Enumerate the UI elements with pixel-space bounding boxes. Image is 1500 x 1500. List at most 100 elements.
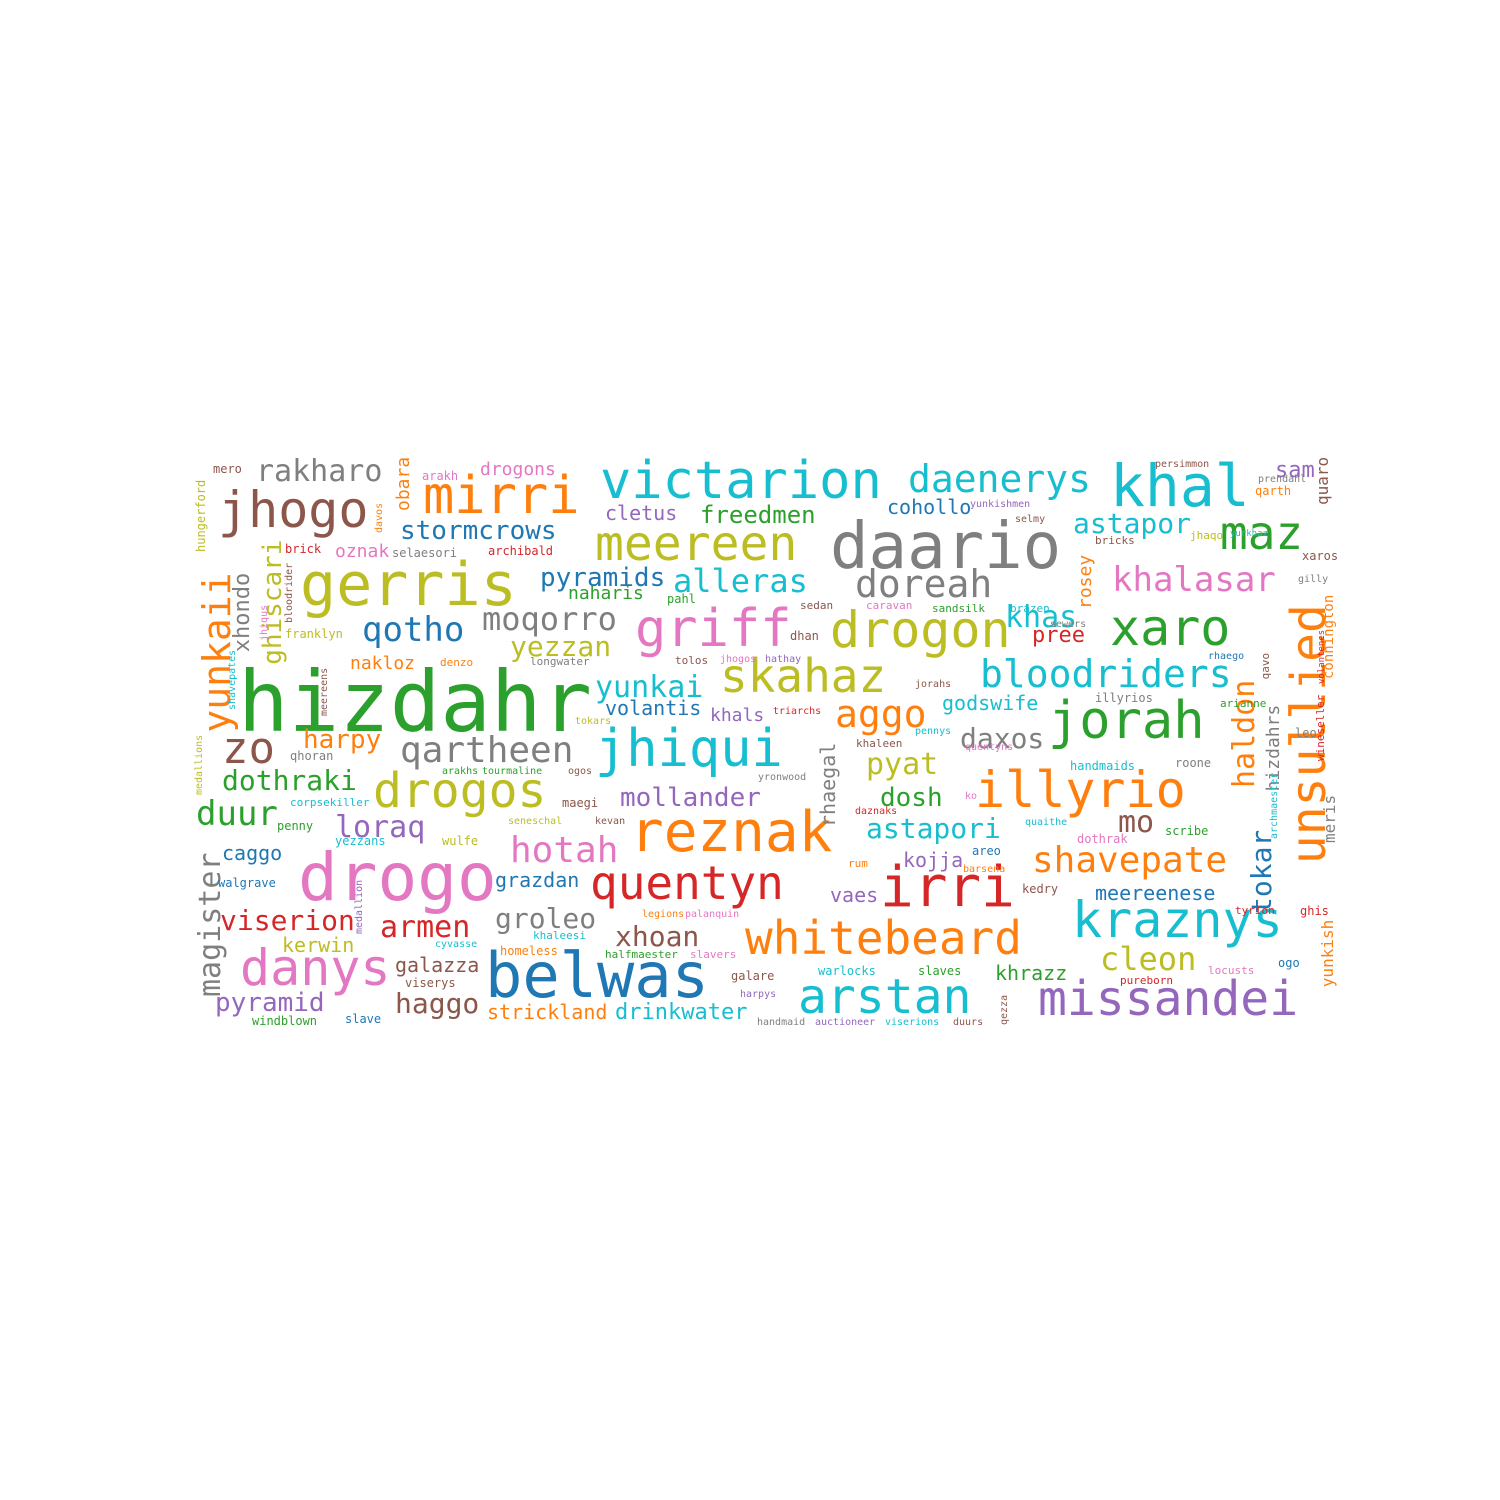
word-groleo: groleo <box>495 902 597 935</box>
word-viserion: viserion <box>220 904 355 937</box>
word-medallion: medallion <box>354 879 365 934</box>
word-handmaids: handmaids <box>1070 759 1136 773</box>
word-arakh: arakh <box>422 469 459 483</box>
word-cloud: hizdahr daario drogo belwas gerris victarion m… <box>190 455 1340 1035</box>
word-medallions: medallions <box>194 734 205 795</box>
word-auctioneer: auctioneer <box>815 1017 876 1028</box>
word-qhoran: qhoran <box>290 749 334 763</box>
word-persimmon: persimmon <box>1155 459 1210 470</box>
word-kojja: kojja <box>903 848 964 872</box>
word-selmy: selmy <box>1015 514 1046 525</box>
word-shavepate: shavepate <box>1032 840 1228 881</box>
word-dothraki: dothraki <box>222 764 357 797</box>
word-prendahl: prendahl <box>1258 474 1307 485</box>
word-cohollo: cohollo <box>887 495 972 519</box>
word-scribe: scribe <box>1165 824 1209 838</box>
word-homeless: homeless <box>500 944 558 958</box>
word-pyramid: pyramid <box>215 988 325 1018</box>
word-mollander: mollander <box>620 783 761 813</box>
word-handmaid: handmaid <box>757 1017 806 1028</box>
word-cyvasse: cyvasse <box>435 939 478 950</box>
word-ko: ko <box>965 791 978 802</box>
word-seneschal: seneschal <box>508 816 563 827</box>
word-alleras: alleras <box>673 562 808 600</box>
word-whitebeard: whitebeard <box>745 911 1022 965</box>
word-drogons: drogons <box>480 459 556 480</box>
word-franklyn: franklyn <box>285 627 343 641</box>
word-duurs: duurs <box>953 1017 984 1028</box>
word-khaleesi: khaleesi <box>533 929 586 942</box>
word-yunkai: yunkai <box>595 670 704 705</box>
word-harpys: harpys <box>740 989 777 1000</box>
word-yurkhaz: yurkhaz <box>1230 529 1268 539</box>
word-corpsekiller: corpsekiller <box>290 796 370 809</box>
word-archibald: archibald <box>488 544 554 558</box>
word-archmaester: archmaester <box>1269 772 1280 839</box>
word-jhiqui: jhiqui <box>595 719 783 779</box>
word-qartheen: qartheen <box>400 730 574 771</box>
word-kerwin: kerwin <box>282 933 355 957</box>
word-duur: duur <box>196 794 278 834</box>
word-godswife: godswife <box>942 691 1039 715</box>
word-sandsilk: sandsilk <box>932 602 985 615</box>
word-ghiscari: ghiscari <box>258 539 288 665</box>
word-volantenes: volantenes <box>1317 629 1327 684</box>
word-quentyn: quentyn <box>590 856 784 910</box>
word-slave: slave <box>345 1012 382 1026</box>
word-strickland: strickland <box>487 1000 608 1024</box>
word-viserys: viserys <box>405 976 456 990</box>
word-viserions: viserions <box>885 1017 940 1028</box>
word-quentyns: quentyns <box>965 742 1014 753</box>
word-grazdan: grazdan <box>495 868 580 892</box>
word-volantis: volantis <box>605 696 702 720</box>
word-qarth: qarth <box>1255 484 1292 498</box>
word-drogos: drogos <box>373 763 547 819</box>
word-meereenese: meereenese <box>1095 881 1216 905</box>
word-windblown: windblown <box>252 1014 318 1028</box>
word-skahaz: skahaz <box>720 649 887 703</box>
word-haggo: haggo <box>395 987 480 1020</box>
word-doreah: doreah <box>855 562 993 606</box>
word-pyramids: pyramids <box>540 563 666 593</box>
word-illyrios: illyrios <box>1095 691 1153 705</box>
word-tyrion: tyrion <box>1235 904 1275 917</box>
word-locusts: locusts <box>1208 964 1255 977</box>
word-irri: irri <box>880 855 1015 920</box>
word-reznak: reznak <box>630 800 833 865</box>
word-stormcrows: stormcrows <box>400 516 557 546</box>
word-arianne: arianne <box>1220 697 1267 710</box>
word-meereen: meereen <box>595 516 798 572</box>
word-xaro: xaro <box>1110 599 1231 657</box>
word-jorahs: jorahs <box>915 679 952 690</box>
word-qotho: qotho <box>362 610 465 650</box>
word-daznaks: daznaks <box>855 806 898 817</box>
word-dhan: dhan <box>790 629 819 643</box>
word-tolos: tolos <box>675 654 709 667</box>
word-griff: griff <box>635 599 792 659</box>
word-yunkish: yunkish <box>1318 919 1337 988</box>
word-yronwood: yronwood <box>758 772 807 783</box>
word-arstan: arstan <box>798 969 972 1025</box>
word-walgrave: walgrave <box>218 876 276 890</box>
word-rhaego: rhaego <box>1208 651 1245 662</box>
word-hungerford: hungerford <box>194 479 208 552</box>
word-jhogo: jhogo <box>218 481 369 539</box>
word-drinkwater: drinkwater <box>615 1000 748 1025</box>
word-maz: maz <box>1220 506 1304 560</box>
word-sam: sam <box>1275 458 1315 483</box>
word-oznak: oznak <box>335 541 390 562</box>
word-zo: zo <box>222 723 275 774</box>
word-arakhs: arakhs <box>442 766 479 777</box>
word-qezza: qezza <box>999 994 1010 1025</box>
word-khalasar: khalasar <box>1112 560 1276 600</box>
word-rakharo: rakharo <box>256 455 383 489</box>
word-caravan: caravan <box>866 599 913 612</box>
word-yezzans: yezzans <box>335 834 386 848</box>
word-palanquin: palanquin <box>685 909 740 920</box>
word-pyat: pyat <box>866 747 939 782</box>
word-wineseller: wineseller <box>1314 694 1327 761</box>
word-leo: leo <box>1295 726 1317 740</box>
word-kraznys: kraznys <box>1072 891 1283 949</box>
word-drogo: drogo <box>298 839 497 916</box>
word-tokar: tokar <box>1245 829 1278 914</box>
